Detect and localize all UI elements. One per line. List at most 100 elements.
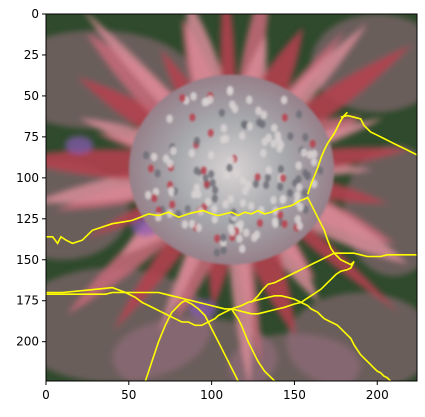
floret [301,148,307,156]
y-tick-label: 200 [16,335,39,349]
floret [167,159,173,167]
x-tick-label: 50 [121,388,136,402]
floret [310,140,316,148]
floret [212,186,218,194]
floret [307,151,313,159]
floret [302,133,308,141]
floret [296,222,302,230]
floret [151,153,157,161]
floret [211,205,217,213]
floret [254,230,260,238]
floret [214,248,220,256]
y-tick-label: 25 [24,48,39,62]
y-tick-label: 175 [16,294,39,308]
center-layer [129,75,334,265]
floret [278,165,284,173]
x-tick-label: 100 [200,388,223,402]
floret [257,219,263,227]
floret [148,164,154,172]
floret [179,94,185,102]
floret [185,205,191,213]
floret [287,132,293,140]
x-axis-ticks: 0 50 100 150 200 [42,381,389,402]
floret [170,146,176,154]
floret [281,96,287,104]
floret [169,200,175,208]
floret [281,220,287,228]
floret [261,111,267,119]
floret [295,161,301,169]
y-tick-label: 0 [31,7,39,21]
floret [214,234,220,242]
floret [182,220,188,228]
floret [287,189,293,197]
purple-tint [65,136,93,154]
floret [208,170,214,178]
floret [229,101,235,109]
floret [266,134,272,142]
floret [243,229,249,237]
floret [245,181,251,189]
floret [207,95,213,103]
floret [240,176,246,184]
floret [246,96,252,104]
floret [277,183,283,191]
floret [282,113,288,121]
floret [247,122,253,130]
floret [212,194,218,202]
floret [275,136,281,144]
floret [272,220,278,228]
floret [280,174,286,182]
floret [234,169,240,177]
floret [209,179,215,187]
floret [220,233,226,241]
floret [220,246,226,254]
floret [236,234,242,242]
y-tick-label: 150 [16,253,39,267]
floret [220,135,226,143]
floret [143,151,149,159]
floret [222,200,228,208]
floret [263,181,269,189]
floret [266,166,272,174]
y-tick-label: 75 [24,130,39,144]
floret [280,195,286,203]
floret [304,172,310,180]
floret [270,196,276,204]
floret [205,198,211,206]
floret [255,107,261,115]
floret [189,220,195,228]
floret [189,149,195,157]
floret [311,158,317,166]
floret [212,215,218,223]
floret [294,191,300,199]
floret [223,171,229,179]
floret [302,189,308,197]
floret [297,203,303,211]
purple-tint [189,300,217,318]
x-tick-label: 150 [283,388,306,402]
floret [238,220,244,228]
floret [239,132,245,140]
heatmap-image [0,0,425,399]
floret [219,109,225,117]
x-tick-label: 0 [42,388,50,402]
floret [151,194,157,202]
x-tick-label: 200 [366,388,389,402]
floret [166,115,172,123]
floret [253,180,259,188]
floret [239,245,245,253]
floret [229,228,235,236]
floret [271,124,277,132]
floret [190,92,196,100]
floret [228,156,234,164]
floret [227,87,233,95]
floret [277,211,283,219]
floret [226,164,232,172]
y-tick-label: 100 [16,171,39,185]
floret [221,124,227,132]
floret [296,183,302,191]
floret [201,166,207,174]
floret [259,120,265,128]
